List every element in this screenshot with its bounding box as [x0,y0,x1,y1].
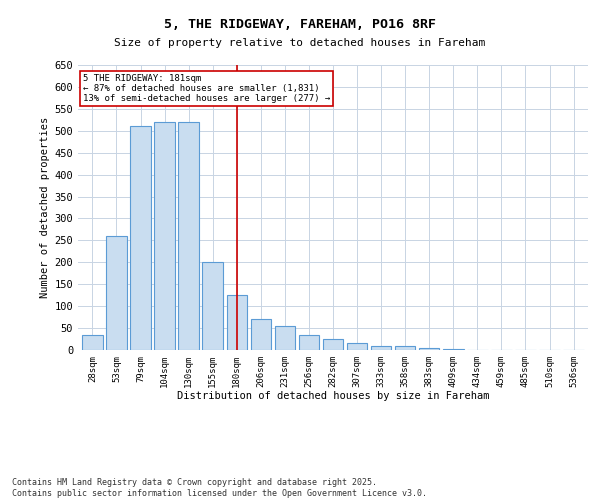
Bar [395,346,415,350]
Text: 5, THE RIDGEWAY, FAREHAM, PO16 8RF: 5, THE RIDGEWAY, FAREHAM, PO16 8RF [164,18,436,30]
Bar [227,295,247,350]
Bar [419,348,439,350]
Bar [251,320,271,350]
Text: Contains HM Land Registry data © Crown copyright and database right 2025.
Contai: Contains HM Land Registry data © Crown c… [12,478,427,498]
Bar [371,346,391,350]
Y-axis label: Number of detached properties: Number of detached properties [40,117,50,298]
X-axis label: Distribution of detached houses by size in Fareham: Distribution of detached houses by size … [177,392,489,402]
Bar [275,326,295,350]
Bar [323,339,343,350]
Text: Size of property relative to detached houses in Fareham: Size of property relative to detached ho… [115,38,485,48]
Text: 5 THE RIDGEWAY: 181sqm
← 87% of detached houses are smaller (1,831)
13% of semi-: 5 THE RIDGEWAY: 181sqm ← 87% of detached… [83,74,331,104]
Bar [347,344,367,350]
Bar [178,122,199,350]
Bar [154,122,175,350]
Bar [82,334,103,350]
Bar [106,236,127,350]
Bar [130,126,151,350]
Bar [443,349,464,350]
Bar [202,262,223,350]
Bar [299,334,319,350]
